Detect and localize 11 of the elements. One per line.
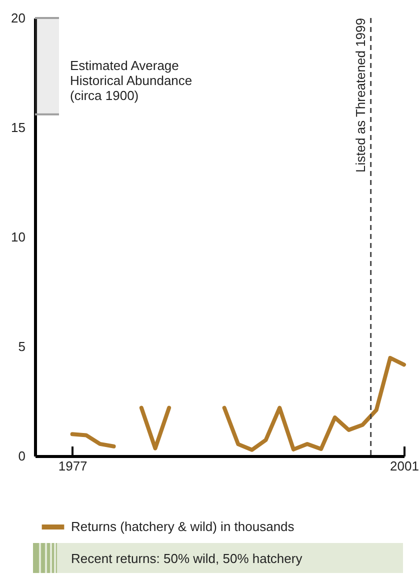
- band-label: Estimated Average Historical Abundance (circa 1900): [70, 58, 192, 104]
- text: Recent returns: 50% wild, 50% hatchery: [71, 550, 302, 566]
- y-tick-label: 15: [11, 120, 26, 135]
- y-tick-label: 20: [11, 10, 26, 26]
- x-tick-label: 2001: [390, 458, 419, 474]
- legend-label: Returns (hatchery & wild) in thousands: [71, 519, 295, 534]
- y-tick-label: 5: [18, 339, 26, 354]
- x-tick-label: 1977: [58, 458, 88, 474]
- y-tick-label: 10: [11, 230, 26, 244]
- ref-line-label: Listed as Threatened 1999: [352, 18, 368, 172]
- y-tick-label: 0: [18, 448, 26, 464]
